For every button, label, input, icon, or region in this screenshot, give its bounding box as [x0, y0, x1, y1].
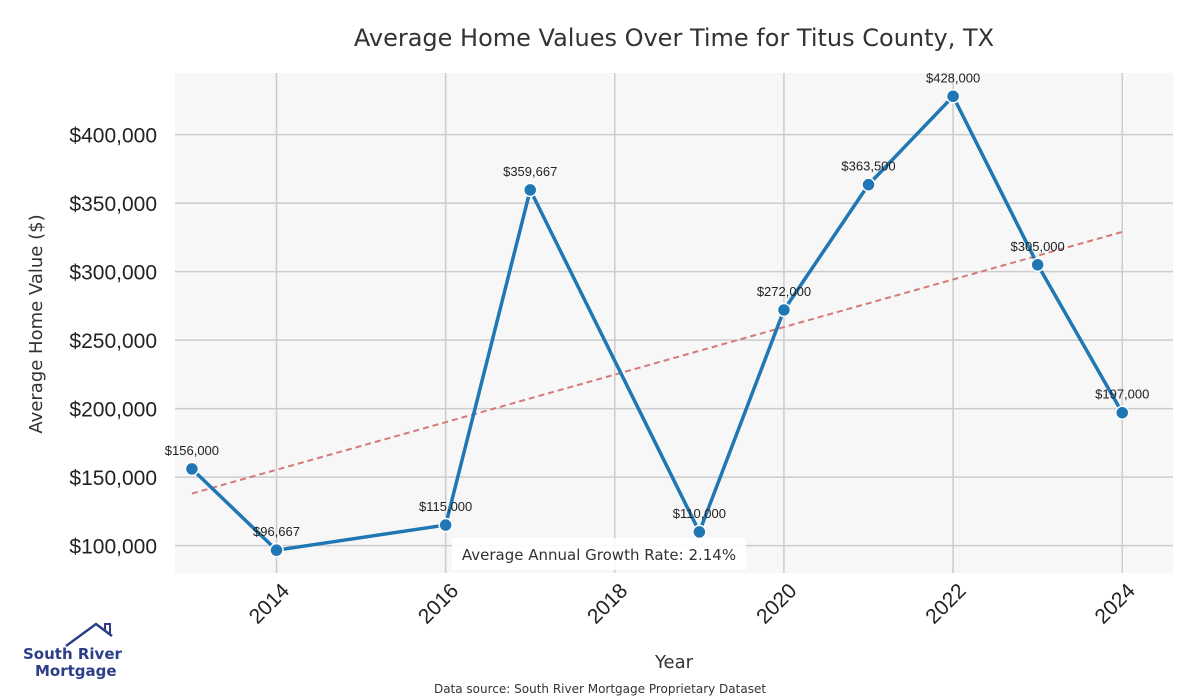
logo: South River Mortgage — [23, 622, 123, 680]
x-axis-title: Year — [654, 652, 694, 673]
data-label: $359,667 — [503, 164, 557, 179]
x-axis-ticks: 2014 2016 2018 2020 2022 2024 — [245, 579, 1140, 629]
series-line — [190, 94, 1124, 552]
data-source-note: Data source: South River Mortgage Propri… — [434, 682, 766, 696]
gridlines — [175, 73, 1173, 573]
data-label: $197,000 — [1095, 387, 1149, 402]
plot-area — [175, 73, 1173, 573]
data-label: $428,000 — [926, 70, 980, 85]
trend-line — [191, 230, 1123, 495]
y-tick-label: $200,000 — [69, 399, 157, 422]
y-tick-label: $400,000 — [69, 125, 157, 148]
data-label: $115,000 — [419, 499, 472, 514]
y-tick-label: $300,000 — [69, 262, 157, 285]
y-tick-label: $100,000 — [69, 536, 157, 559]
data-point — [692, 524, 707, 540]
data-point — [945, 89, 961, 104]
chart-title: Average Home Values Over Time for Titus … — [354, 24, 994, 52]
y-axis-title: Average Home Value ($) — [26, 214, 47, 433]
data-point — [1115, 405, 1130, 420]
logo-line1: South River — [23, 645, 123, 663]
house-roof-icon — [65, 622, 113, 648]
data-point — [269, 542, 284, 558]
data-label: $363,500 — [841, 159, 895, 174]
x-tick-label: 2014 — [245, 579, 295, 629]
y-tick-label: $350,000 — [69, 193, 157, 216]
x-tick-label: 2020 — [752, 579, 801, 628]
x-tick-label: 2022 — [921, 579, 970, 628]
data-label: $156,000 — [165, 443, 219, 458]
data-point — [438, 517, 453, 533]
data-point — [776, 302, 792, 318]
x-tick-label: 2018 — [583, 579, 632, 628]
growth-rate-annotation: Average Annual Growth Rate: 2.14% — [452, 538, 746, 570]
data-label: $96,667 — [253, 524, 300, 539]
chimney-icon — [104, 623, 111, 635]
x-tick-label: 2016 — [414, 579, 463, 628]
data-label: $272,000 — [757, 284, 811, 299]
annotation-box — [452, 538, 746, 570]
data-labels: $156,000 $96,667 $115,000 $359,667 $110,000 $… — [165, 70, 1150, 539]
data-point — [522, 182, 538, 198]
y-axis-ticks: $100,000 $150,000 $200,000 $250,000 $300,000… — [69, 125, 157, 559]
y-tick-label: $250,000 — [69, 330, 157, 353]
data-point — [861, 177, 876, 192]
data-label: $110,000 — [673, 506, 726, 521]
annotation-text: Average Annual Growth Rate: 2.14% — [462, 546, 736, 564]
data-point — [1030, 257, 1045, 273]
x-tick-label: 2024 — [1090, 579, 1140, 629]
data-points — [184, 89, 1130, 558]
data-point — [184, 461, 200, 477]
y-tick-label: $150,000 — [69, 467, 157, 490]
logo-line2: Mortgage — [35, 662, 117, 680]
data-label: $305,000 — [1011, 239, 1065, 254]
